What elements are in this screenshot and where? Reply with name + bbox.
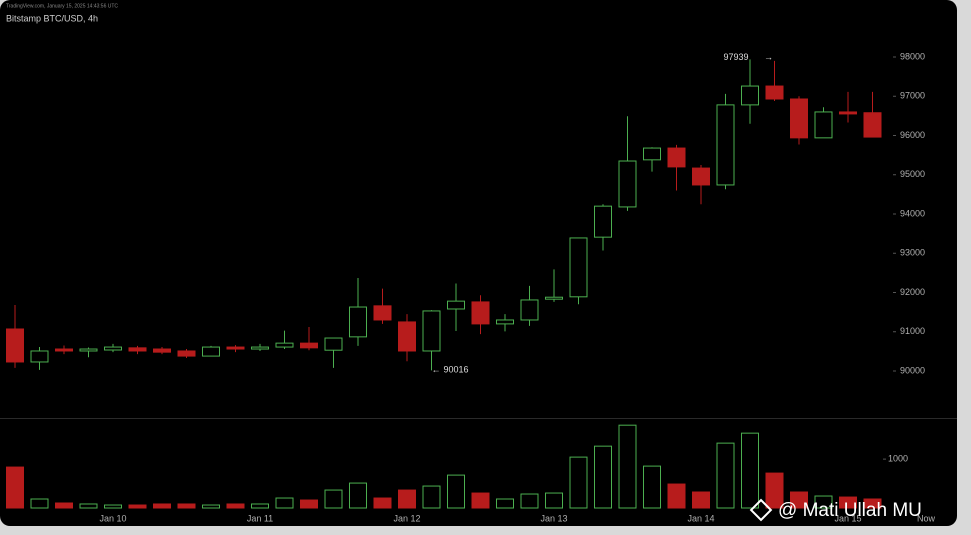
- volume-bar: [422, 485, 441, 509]
- y-tick-label: 92000: [900, 287, 925, 297]
- y-tick-label: 96000: [900, 130, 925, 140]
- x-tick-label: Jan 12: [393, 513, 420, 523]
- watermark-icon: [749, 498, 773, 522]
- volume-bar: [667, 483, 686, 509]
- volume-bar: [153, 503, 171, 509]
- candle-body: [30, 350, 49, 363]
- volume-bar: [6, 466, 24, 509]
- chart-title: Bitstamp BTC/USD, 4h: [6, 13, 98, 23]
- candle-body: [741, 85, 759, 106]
- volume-bar: [275, 497, 294, 509]
- source: TradingView.com, January 15, 2025 14:43:…: [6, 3, 118, 9]
- candle-body: [520, 299, 539, 321]
- x-tick-label: Jan 15: [834, 513, 861, 523]
- candle-body: [79, 348, 98, 352]
- volume-bar: [300, 499, 318, 509]
- volume-bar: [471, 492, 490, 509]
- volume-bar: [545, 492, 563, 509]
- candle-body: [594, 205, 612, 238]
- candle-body: [177, 350, 196, 357]
- volume-bar: [177, 503, 196, 509]
- chart-frame: [0, 0, 957, 526]
- volume-bar: [226, 503, 245, 509]
- volume-bar: [496, 498, 514, 509]
- volume-bar: [202, 504, 220, 509]
- candle-body: [398, 321, 416, 352]
- y-tick-label: 90000: [900, 365, 925, 375]
- x-tick-label: Jan 14: [687, 513, 714, 523]
- volume-bar: [398, 489, 416, 509]
- volume-bar: [520, 493, 539, 509]
- candle-body: [275, 342, 294, 348]
- candle-body: [716, 104, 735, 186]
- volume-bar: [839, 496, 857, 509]
- volume-bar: [790, 491, 808, 509]
- volume-bar: [30, 498, 49, 509]
- volume-bar: [447, 474, 465, 509]
- watermark: @ Mati Ullah MU: [778, 500, 922, 521]
- candle-body: [324, 337, 343, 351]
- volume-tick-label: 1000: [888, 453, 908, 463]
- candle-body: [300, 342, 318, 349]
- y-tick-label: 91000: [900, 326, 925, 336]
- candle-body: [226, 346, 245, 350]
- candle-body: [790, 98, 808, 139]
- volume-bar: [863, 498, 882, 509]
- volume-bar: [594, 445, 612, 509]
- candle-body: [202, 346, 220, 357]
- volume-bar: [128, 504, 147, 509]
- candle-body: [643, 147, 661, 161]
- volume-bar: [324, 489, 343, 509]
- candle-body: [104, 346, 122, 351]
- candle-body: [153, 348, 171, 353]
- x-end-label: Now: [917, 513, 936, 523]
- x-tick-label: Jan 10: [99, 513, 126, 523]
- candle-body: [618, 160, 637, 208]
- volume-bar: [104, 504, 122, 509]
- volume-bar: [618, 424, 637, 509]
- volume-bar: [765, 472, 784, 509]
- y-tick-label: 93000: [900, 248, 925, 258]
- candle-body: [251, 346, 269, 350]
- annotation: 90016: [444, 365, 469, 375]
- candle-body: [569, 237, 588, 298]
- candle-body: [447, 300, 465, 310]
- y-tick-label: 97000: [900, 91, 925, 101]
- volume-bar: [814, 495, 833, 509]
- y-tick-label: 94000: [900, 208, 925, 218]
- candle-body: [128, 347, 147, 352]
- volume-bar: [55, 502, 73, 509]
- candle-body: [422, 310, 441, 352]
- volume-bar: [569, 456, 588, 509]
- volume-bar: [692, 491, 710, 509]
- candle-body: [839, 111, 857, 115]
- volume-bar: [79, 503, 98, 509]
- volume-bar: [349, 482, 367, 509]
- candle-body: [765, 85, 784, 100]
- volume-bar: [643, 465, 661, 509]
- candle-body: [6, 328, 24, 363]
- y-tick-label: 98000: [900, 51, 925, 61]
- annotation-arrow: ←: [432, 365, 441, 375]
- annotation-arrow: →: [764, 52, 773, 62]
- volume-bar: [716, 442, 735, 509]
- candle-body: [692, 167, 710, 186]
- candle-body: [471, 301, 490, 325]
- candle-body: [814, 111, 833, 139]
- candle-body: [349, 306, 367, 338]
- volume-bar: [373, 497, 392, 509]
- y-tick-label: 95000: [900, 169, 925, 179]
- volume-bar: [741, 432, 759, 509]
- candle-body: [373, 305, 392, 321]
- x-tick-label: Jan 11: [247, 513, 273, 523]
- volume-bar: [251, 503, 269, 509]
- candle-body: [863, 112, 882, 138]
- candle-body: [545, 296, 563, 300]
- candle-body: [667, 147, 686, 168]
- annotation: 97939: [723, 52, 748, 62]
- candle-body: [55, 348, 73, 352]
- candle-body: [496, 319, 514, 325]
- x-tick-label: Jan 13: [540, 513, 567, 523]
